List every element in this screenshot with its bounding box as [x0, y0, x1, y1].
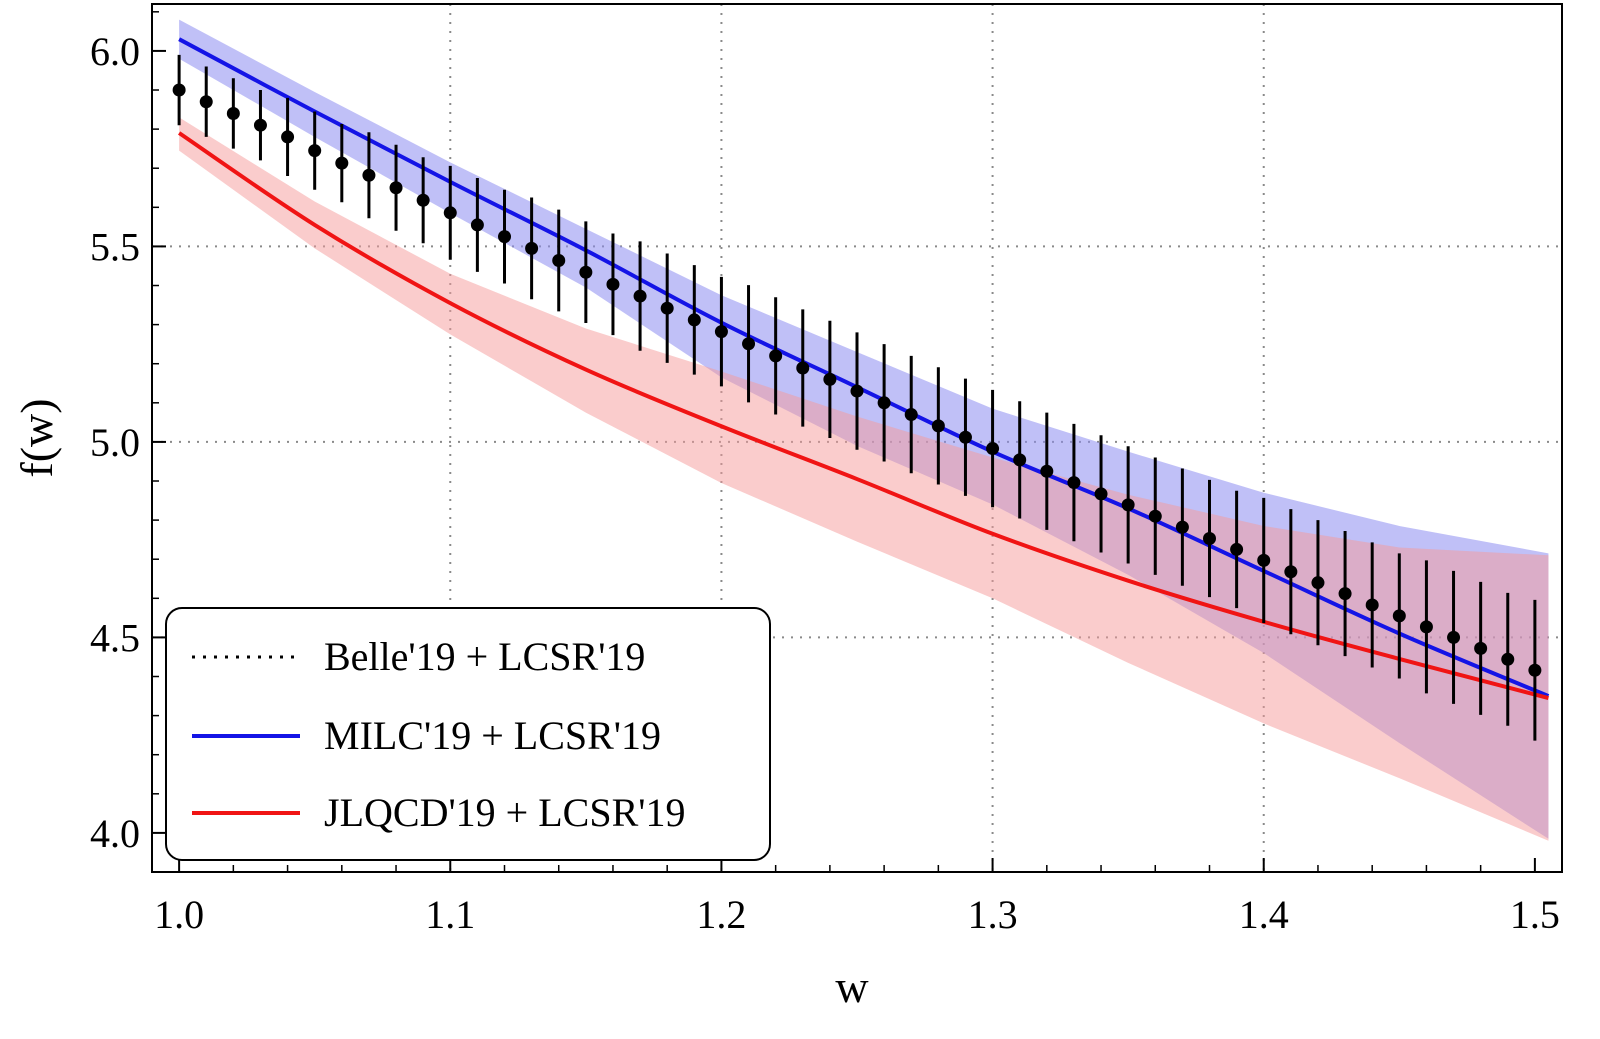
- data-point: [986, 442, 1000, 456]
- data-point: [470, 218, 484, 232]
- x-tick-label: 1.5: [1510, 892, 1560, 937]
- plot-frame: [151, 3, 1563, 873]
- legend-label-belle: Belle'19 + LCSR'19: [324, 634, 645, 679]
- data-point: [1203, 531, 1216, 545]
- data-point: [742, 337, 756, 351]
- data-point: [498, 230, 511, 244]
- data-point: [416, 193, 430, 207]
- data-point: [714, 325, 728, 339]
- axis-ticks: 1.0 1.1 1.2 1.3 1.4 1.5 4.0 4.5 5.0 5.5 6.0: [90, 11, 1560, 937]
- y-tick-label: 6.0: [90, 29, 140, 74]
- data-point: [633, 289, 647, 303]
- x-tick-label: 1.2: [696, 892, 746, 937]
- x-tick-label: 1.4: [1239, 892, 1289, 937]
- data-point: [1338, 587, 1352, 601]
- data-point: [172, 83, 186, 97]
- data-point: [931, 419, 945, 433]
- data-point: [443, 206, 457, 220]
- x-axis-title: w: [835, 961, 869, 1012]
- data-point: [1528, 663, 1542, 677]
- data-point: [1365, 598, 1379, 612]
- data-point: [362, 168, 376, 182]
- x-tick-label: 1.0: [154, 892, 204, 937]
- y-tick-label: 4.5: [90, 615, 140, 660]
- data-point: [877, 396, 891, 410]
- data-point: [199, 95, 213, 109]
- data-point: [226, 106, 240, 120]
- data-point: [1067, 476, 1081, 490]
- data-point: [1257, 553, 1271, 567]
- data-point: [1040, 464, 1054, 478]
- data-point: [308, 144, 322, 158]
- data-point: [1447, 630, 1461, 644]
- y-axis-title: f(w): [11, 398, 62, 477]
- data-point: [1175, 520, 1189, 534]
- data-point: [281, 130, 295, 144]
- data-point: [1094, 487, 1108, 501]
- y-tick-label: 5.0: [90, 420, 140, 465]
- data-point: [552, 253, 566, 267]
- data-point: [1474, 641, 1488, 655]
- data-point: [769, 349, 783, 363]
- data-point: [1284, 565, 1298, 579]
- data-point: [525, 241, 539, 255]
- data-point: [1501, 652, 1515, 666]
- legend-label-milc: MILC'19 + LCSR'19: [324, 713, 661, 758]
- data-point: [1392, 609, 1406, 623]
- data-point: [904, 408, 918, 422]
- legend-label-jlqcd: JLQCD'19 + LCSR'19: [324, 790, 685, 835]
- y-tick-label: 5.5: [90, 224, 140, 269]
- data-point: [1121, 498, 1135, 512]
- y-tick-label: 4.0: [90, 811, 140, 856]
- x-tick-label: 1.1: [425, 892, 475, 937]
- x-tick-label: 1.3: [968, 892, 1018, 937]
- data-point: [389, 181, 403, 195]
- data-point: [1230, 542, 1244, 556]
- data-point: [823, 372, 837, 386]
- data-point: [579, 265, 593, 279]
- data-point: [660, 301, 674, 315]
- band-jlqcd: [179, 117, 1549, 841]
- data-point: [1311, 576, 1325, 590]
- data-point: [796, 361, 810, 375]
- data-point: [606, 277, 620, 291]
- data-point: [687, 313, 701, 327]
- uncertainty-bands: [179, 19, 1549, 841]
- data-point: [1013, 453, 1027, 467]
- legend: Belle'19 + LCSR'19 MILC'19 + LCSR'19 JLQ…: [165, 607, 771, 861]
- line-jlqcd: [177, 131, 1549, 700]
- data-point: [1419, 620, 1433, 634]
- legend-box: [165, 607, 771, 861]
- data-point: [1148, 509, 1162, 523]
- data-points: [172, 54, 1542, 741]
- data-point: [850, 384, 864, 398]
- data-point: [253, 118, 267, 132]
- data-point: [958, 430, 972, 444]
- data-point: [335, 156, 349, 170]
